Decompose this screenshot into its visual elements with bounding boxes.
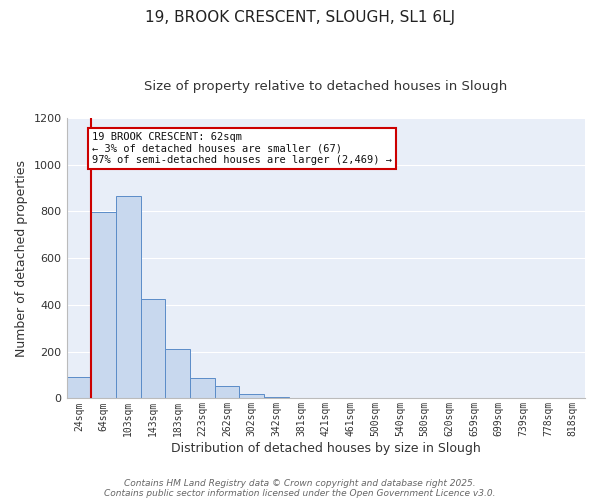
Y-axis label: Number of detached properties: Number of detached properties xyxy=(15,160,28,356)
Bar xyxy=(165,350,190,399)
Text: 19 BROOK CRESCENT: 62sqm
← 3% of detached houses are smaller (67)
97% of semi-de: 19 BROOK CRESCENT: 62sqm ← 3% of detache… xyxy=(92,132,392,165)
Text: 19, BROOK CRESCENT, SLOUGH, SL1 6LJ: 19, BROOK CRESCENT, SLOUGH, SL1 6LJ xyxy=(145,10,455,25)
Bar xyxy=(91,212,116,398)
Bar xyxy=(239,394,264,398)
Title: Size of property relative to detached houses in Slough: Size of property relative to detached ho… xyxy=(144,80,508,93)
Bar xyxy=(190,378,215,398)
Bar xyxy=(116,196,140,398)
Text: Contains public sector information licensed under the Open Government Licence v3: Contains public sector information licen… xyxy=(104,488,496,498)
Bar xyxy=(215,386,239,398)
Bar xyxy=(140,299,165,398)
Text: Contains HM Land Registry data © Crown copyright and database right 2025.: Contains HM Land Registry data © Crown c… xyxy=(124,478,476,488)
Bar xyxy=(67,378,91,398)
X-axis label: Distribution of detached houses by size in Slough: Distribution of detached houses by size … xyxy=(171,442,481,455)
Bar xyxy=(264,397,289,398)
